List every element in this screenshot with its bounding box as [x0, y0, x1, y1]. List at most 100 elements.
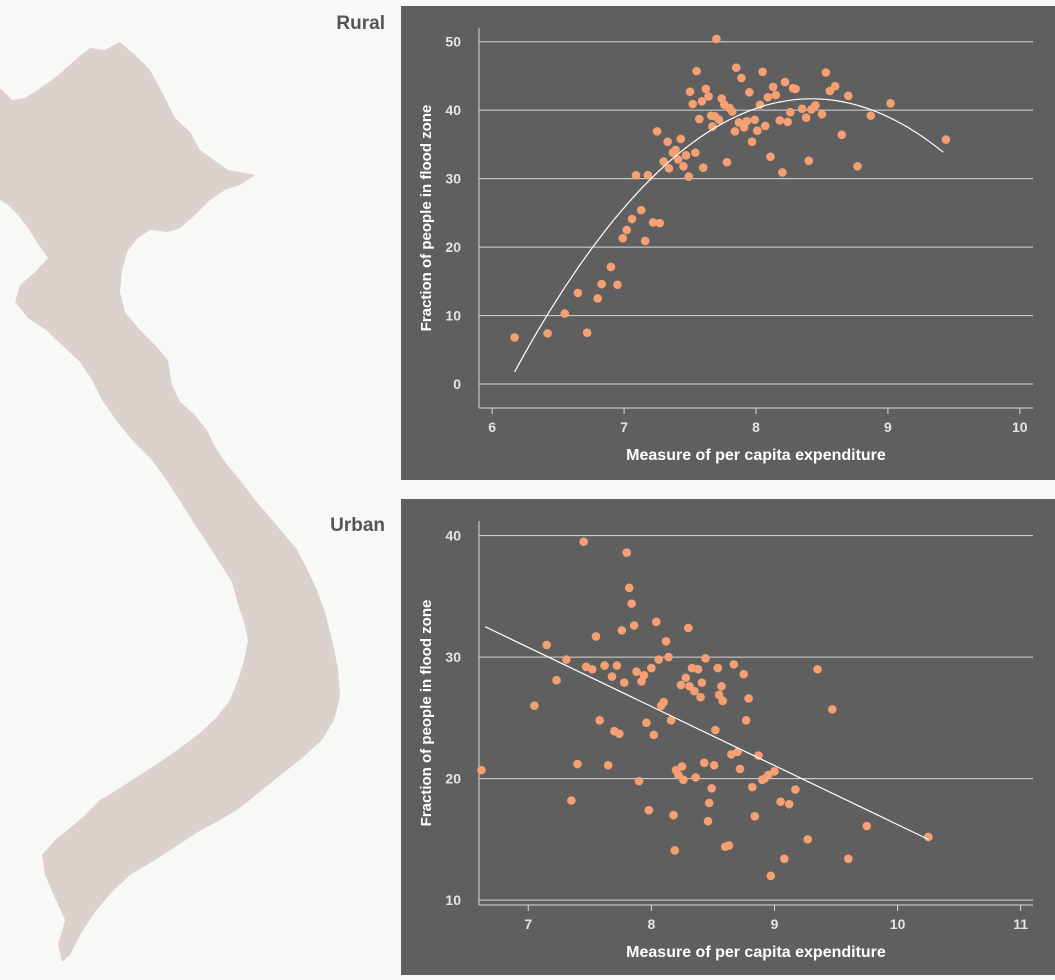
rural-data-point	[685, 87, 695, 96]
rural-data-point	[688, 99, 697, 109]
urban-data-point	[607, 672, 617, 681]
urban-data-point	[717, 681, 726, 691]
urban-data-point	[619, 678, 629, 687]
urban-data-point	[709, 760, 719, 770]
rural-data-point	[679, 162, 688, 171]
urban-data-point	[924, 832, 933, 842]
urban-data-point	[654, 655, 664, 664]
rural-data-point	[771, 90, 781, 100]
rural-data-point	[671, 145, 680, 155]
urban-data-point	[664, 652, 673, 662]
rural-data-point	[631, 170, 641, 180]
rural-data-point	[606, 262, 616, 272]
rural-data-point	[652, 127, 662, 136]
rural-data-point	[697, 96, 707, 106]
urban-data-point	[595, 715, 604, 725]
rural-data-point	[737, 73, 746, 83]
urban-data-point	[627, 599, 636, 608]
rural-data-point	[573, 288, 583, 298]
urban-data-point	[617, 626, 627, 635]
rural-data-point	[691, 148, 700, 157]
rural-data-point	[692, 66, 701, 76]
rural-data-point	[560, 309, 570, 318]
rural-data-point	[766, 152, 775, 162]
rural-data-point	[753, 126, 762, 136]
rural-data-point	[673, 155, 683, 164]
urban-data-point	[552, 675, 561, 685]
urban-data-point	[780, 854, 789, 864]
rural-x-tick-label: 9	[884, 419, 892, 435]
urban-data-point	[844, 854, 853, 864]
rural-x-axis-label: Measure of per capita expenditure	[626, 447, 886, 464]
urban-data-point	[567, 796, 576, 805]
rural-data-point	[853, 162, 862, 171]
rural-data-point	[698, 163, 708, 172]
urban-data-point	[615, 729, 624, 738]
urban-data-point	[735, 764, 745, 774]
urban-data-point	[776, 797, 785, 807]
urban-data-point	[828, 705, 837, 714]
rural-data-point	[648, 218, 658, 227]
rural-data-point	[643, 170, 653, 180]
rural-data-point	[622, 225, 632, 235]
rural-data-point	[785, 107, 795, 117]
urban-data-point	[629, 621, 639, 630]
urban-y-tick-label: 40	[445, 528, 461, 544]
rural-data-point	[676, 134, 686, 144]
urban-data-point	[701, 654, 710, 663]
rural-y-tick-label: 50	[445, 34, 461, 50]
rural-data-point	[830, 81, 840, 91]
rural-data-point	[763, 92, 773, 102]
rural-y-tick-label: 30	[445, 171, 461, 187]
rural-data-point	[543, 329, 552, 338]
rural-y-tick-label: 0	[453, 376, 461, 392]
urban-data-point	[624, 583, 634, 593]
rural-data-point	[636, 205, 646, 215]
rural-data-point	[844, 91, 853, 101]
rural-data-point	[797, 104, 807, 114]
urban-data-point	[651, 617, 661, 627]
rural-data-point	[681, 151, 691, 160]
urban-data-point	[862, 821, 872, 831]
urban-scatter-chart: 10 20 30 40 7 8 9 10 11 Measure of per capita exp…	[401, 499, 1055, 975]
rural-data-point	[730, 127, 740, 136]
rural-data-point	[655, 218, 665, 228]
urban-data-point	[791, 785, 800, 794]
rural-data-point	[510, 333, 519, 342]
urban-y-tick-label: 10	[445, 892, 461, 908]
urban-data-point	[666, 715, 676, 725]
urban-data-point	[600, 661, 609, 670]
rural-data-point	[659, 157, 668, 166]
urban-data-point	[704, 798, 714, 808]
vietnam-silhouette	[0, 42, 340, 962]
urban-data-point	[739, 669, 748, 679]
urban-y-tick-label: 20	[445, 771, 461, 787]
rural-data-point	[886, 99, 895, 108]
urban-data-point	[744, 694, 753, 703]
rural-data-point	[801, 113, 811, 122]
urban-x-tick-label: 8	[647, 916, 655, 932]
urban-data-point	[703, 816, 713, 826]
rural-data-point	[760, 121, 770, 131]
urban-data-point	[632, 667, 641, 676]
urban-data-point	[587, 664, 597, 674]
urban-data-point	[562, 655, 571, 664]
urban-data-point	[477, 765, 486, 775]
rural-data-point	[712, 34, 721, 44]
urban-data-point	[661, 637, 671, 646]
urban-data-point	[693, 664, 703, 674]
rural-data-point	[613, 280, 622, 290]
rural-data-point	[817, 109, 827, 119]
urban-data-point	[741, 715, 751, 725]
urban-data-point	[770, 767, 779, 776]
rural-data-point	[742, 116, 752, 126]
rural-scatter-chart: 0 10 20 30 40 50 6 7 8 9 10 Measure of per capita e…	[401, 6, 1055, 480]
rural-data-point	[747, 137, 757, 146]
urban-data-point	[573, 759, 582, 769]
urban-data-point	[659, 697, 668, 707]
urban-data-point	[642, 718, 651, 728]
urban-data-point	[634, 776, 644, 786]
rural-data-point	[640, 236, 650, 246]
rural-data-point	[775, 116, 785, 125]
rural-data-point	[745, 88, 754, 97]
